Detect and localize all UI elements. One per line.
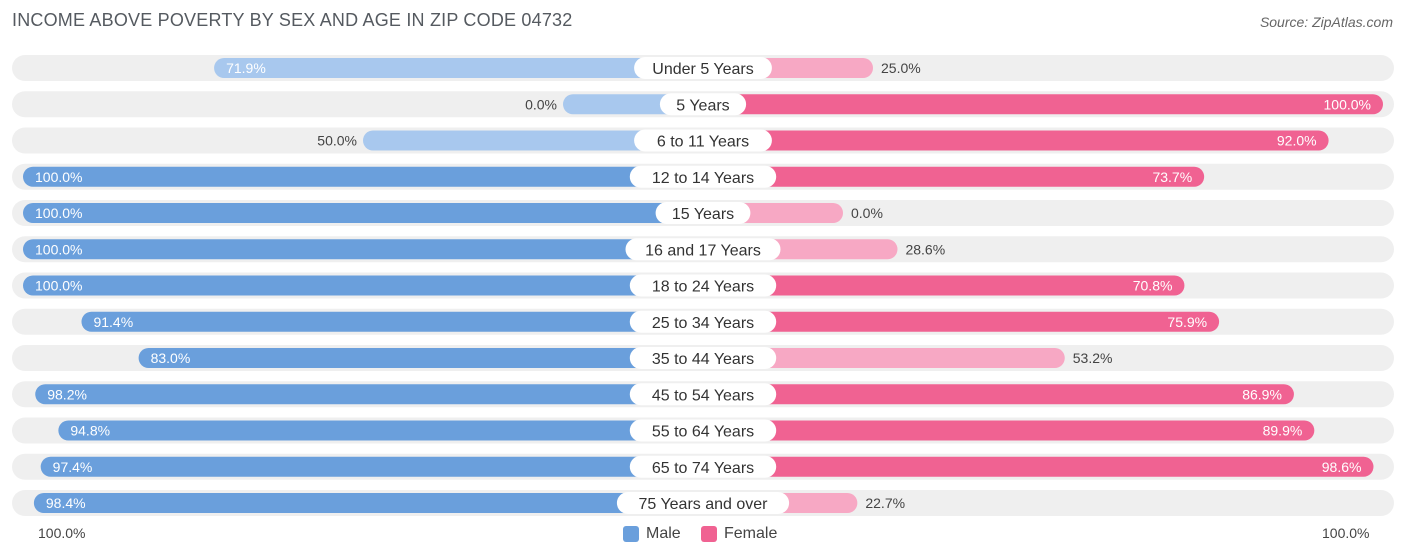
chart-row: 100.0% 70.8% 18 to 24 Years bbox=[12, 272, 1394, 299]
female-bar bbox=[703, 348, 1065, 368]
category-label: 35 to 44 Years bbox=[652, 351, 754, 368]
female-value-label: 0.0% bbox=[851, 205, 883, 221]
chart-row: 83.0% 53.2% 35 to 44 Years bbox=[12, 345, 1394, 371]
female-value-label: 25.0% bbox=[881, 60, 921, 76]
male-bar bbox=[363, 130, 703, 151]
female-value-label: 86.9% bbox=[1242, 386, 1282, 402]
category-pill bbox=[629, 347, 777, 369]
right-axis-label: 100.0% bbox=[1322, 525, 1370, 541]
category-pill bbox=[629, 455, 777, 478]
chart-row: 71.9% 25.0% Under 5 Years bbox=[12, 55, 1394, 81]
category-pill bbox=[634, 57, 772, 79]
female-value-label: 100.0% bbox=[1324, 96, 1371, 112]
chart-row: 91.4% 75.9% 25 to 34 Years bbox=[12, 308, 1394, 335]
female-value-label: 70.8% bbox=[1133, 278, 1173, 294]
category-pill bbox=[634, 129, 772, 152]
legend-item-male: Male bbox=[623, 525, 681, 543]
chart-row: 100.0% 0.0% 15 Years bbox=[12, 200, 1394, 226]
female-value-label: 28.6% bbox=[905, 241, 945, 257]
legend-swatch-male bbox=[623, 526, 639, 542]
category-pill bbox=[629, 274, 777, 297]
male-value-label: 98.4% bbox=[46, 495, 86, 511]
category-label: 25 to 34 Years bbox=[652, 315, 754, 332]
category-label: 12 to 14 Years bbox=[652, 170, 754, 187]
chart-row: 98.4% 22.7% 75 Years and over bbox=[12, 490, 1394, 516]
male-bar bbox=[23, 166, 703, 187]
female-bar bbox=[703, 130, 1329, 151]
category-pill bbox=[625, 238, 781, 261]
female-value-label: 75.9% bbox=[1167, 314, 1207, 330]
category-pill bbox=[629, 383, 777, 406]
male-value-label: 97.4% bbox=[53, 459, 93, 475]
male-value-label: 50.0% bbox=[317, 133, 357, 149]
category-pill bbox=[629, 419, 777, 442]
male-bar bbox=[23, 239, 703, 260]
chart-title: INCOME ABOVE POVERTY BY SEX AND AGE IN Z… bbox=[12, 10, 573, 30]
chart-row: 97.4% 98.6% 65 to 74 Years bbox=[12, 453, 1394, 480]
male-bar bbox=[58, 420, 704, 441]
female-value-label: 73.7% bbox=[1152, 169, 1192, 185]
chart-row: 0.0% 100.0% 5 Years bbox=[12, 91, 1394, 118]
female-bar bbox=[703, 384, 1294, 405]
category-label: 55 to 64 Years bbox=[652, 424, 754, 441]
female-value-label: 89.9% bbox=[1263, 423, 1303, 439]
legend-item-female: Female bbox=[701, 525, 777, 543]
category-label: 16 and 17 Years bbox=[645, 242, 761, 259]
female-bar bbox=[703, 311, 1220, 332]
male-value-label: 0.0% bbox=[525, 96, 557, 112]
chart-row: 100.0% 73.7% 12 to 14 Years bbox=[12, 163, 1394, 190]
category-label: 18 to 24 Years bbox=[652, 279, 754, 296]
category-label: 45 to 54 Years bbox=[652, 387, 754, 404]
male-value-label: 83.0% bbox=[151, 350, 191, 366]
male-bar bbox=[35, 384, 704, 405]
male-bar bbox=[81, 311, 704, 332]
category-pill bbox=[659, 93, 747, 116]
category-label: Under 5 Years bbox=[652, 61, 753, 78]
male-bar bbox=[33, 493, 703, 513]
chart-row: 50.0% 92.0% 6 to 11 Years bbox=[12, 127, 1394, 154]
category-label: 75 Years and over bbox=[639, 496, 769, 513]
male-value-label: 100.0% bbox=[35, 205, 82, 221]
female-bar bbox=[703, 420, 1315, 441]
male-value-label: 71.9% bbox=[226, 60, 266, 76]
chart-row: 94.8% 89.9% 55 to 64 Years bbox=[12, 417, 1394, 444]
male-bar bbox=[40, 456, 704, 477]
male-bar bbox=[214, 58, 703, 78]
category-pill bbox=[655, 202, 751, 224]
category-label: 5 Years bbox=[676, 97, 729, 114]
male-value-label: 100.0% bbox=[35, 241, 82, 257]
left-axis-label: 100.0% bbox=[38, 525, 86, 541]
female-value-label: 98.6% bbox=[1322, 459, 1362, 475]
legend-swatch-female bbox=[701, 526, 717, 542]
legend-label-male: Male bbox=[646, 525, 681, 542]
category-pill bbox=[629, 310, 777, 333]
male-value-label: 100.0% bbox=[35, 278, 82, 294]
male-value-label: 98.2% bbox=[47, 386, 87, 402]
source-label: Source: ZipAtlas.com bbox=[1259, 14, 1393, 30]
female-bar bbox=[703, 275, 1185, 296]
category-label: 15 Years bbox=[672, 206, 734, 223]
female-bar bbox=[703, 456, 1374, 477]
category-label: 65 to 74 Years bbox=[652, 460, 754, 477]
legend-label-female: Female bbox=[724, 525, 778, 542]
male-value-label: 91.4% bbox=[93, 314, 133, 330]
male-bar bbox=[23, 203, 703, 223]
category-pill bbox=[629, 165, 777, 188]
female-value-label: 22.7% bbox=[865, 495, 905, 511]
male-value-label: 100.0% bbox=[35, 169, 82, 185]
category-label: 6 to 11 Years bbox=[657, 134, 749, 151]
male-value-label: 94.8% bbox=[70, 423, 110, 439]
female-value-label: 92.0% bbox=[1277, 133, 1317, 149]
chart-row: 98.2% 86.9% 45 to 54 Years bbox=[12, 381, 1394, 408]
male-bar bbox=[138, 348, 704, 368]
female-bar bbox=[703, 166, 1205, 187]
category-pill bbox=[616, 492, 790, 514]
chart-row: 100.0% 28.6% 16 and 17 Years bbox=[12, 236, 1394, 263]
legend: 100.0% Male Female 100.0% bbox=[0, 523, 1406, 543]
female-bar bbox=[703, 94, 1383, 115]
female-value-label: 53.2% bbox=[1073, 350, 1113, 366]
chart-canvas: 71.9% 25.0% Under 5 Years 0.0% 100.0% 5 Years… bbox=[12, 55, 1394, 516]
male-bar bbox=[23, 275, 703, 296]
